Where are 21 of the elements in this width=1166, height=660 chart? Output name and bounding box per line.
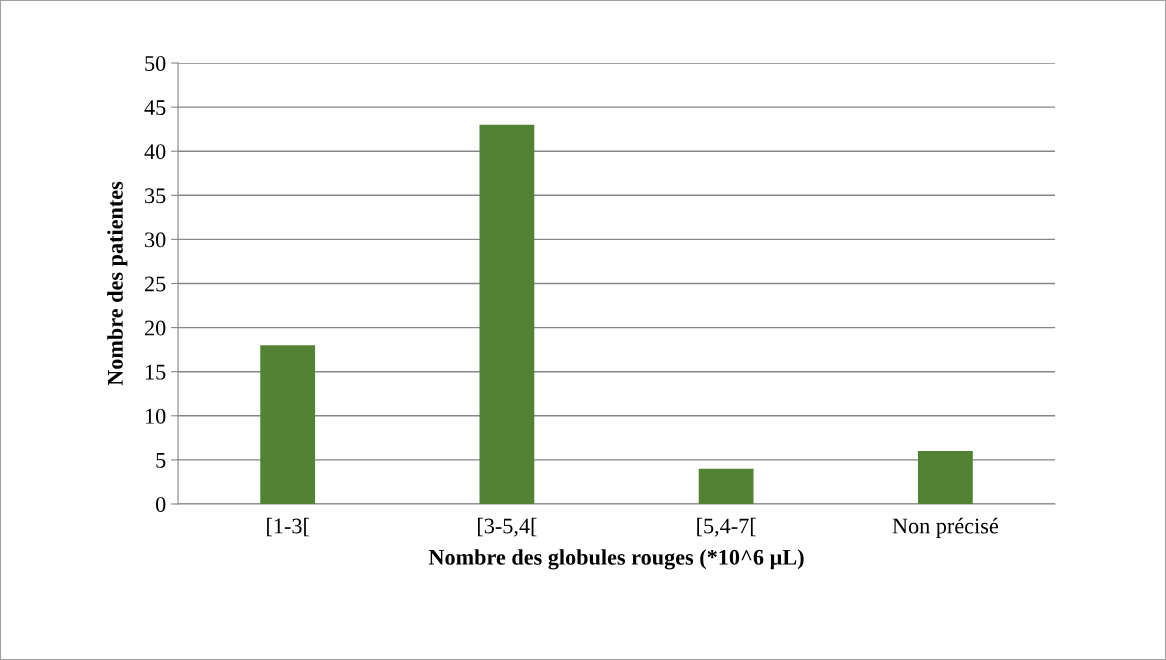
x-tick-label: [1-3[ [267,517,310,537]
bar [260,345,316,504]
y-tick-label: 35 [145,188,166,204]
y-tick-label: 40 [144,144,166,160]
bar [698,468,754,504]
y-axis-title: Nombre des patientes [107,181,128,386]
y-tick-label: 50 [145,55,166,71]
x-axis-title: Nombre des globules rouges (*10^6 µL) [428,549,804,570]
y-tick-label: 15 [145,364,166,380]
y-tick-label: 20 [145,320,166,336]
y-tick-label: 5 [156,453,166,468]
y-tick-label: 25 [145,276,166,292]
x-tick-label: Non précisé [892,517,998,539]
bar [479,124,535,504]
y-tick-label: 45 [144,100,166,116]
x-tick-label: [5,4-7[ [697,517,756,537]
bar [917,451,973,504]
y-tick-label: 30 [145,232,166,248]
x-tick-label: [3-5,4[ [478,517,537,537]
y-tick-label: 10 [145,408,166,424]
y-tick-label: 0 [155,496,166,512]
